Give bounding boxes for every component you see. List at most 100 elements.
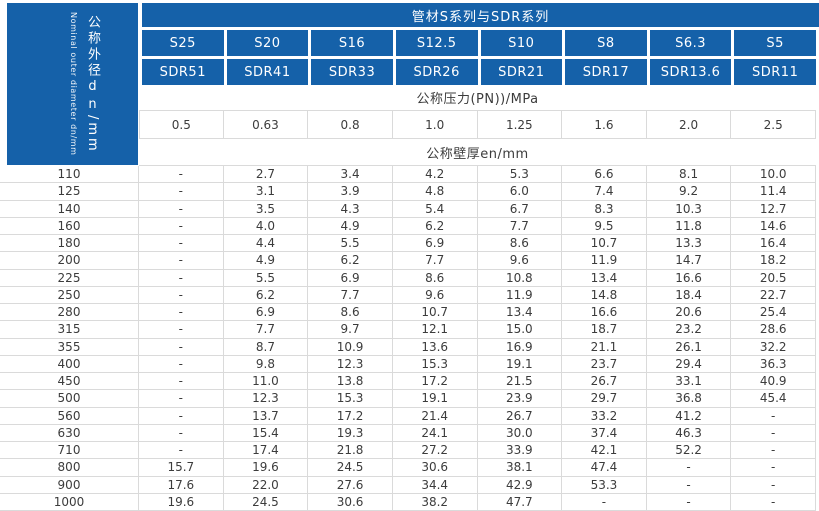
thickness-cell: 11.0 bbox=[223, 373, 309, 391]
thickness-cell: - bbox=[731, 493, 816, 511]
dn-cell: 400 bbox=[0, 355, 139, 373]
thickness-cell: 20.6 bbox=[646, 304, 732, 322]
thickness-cell: 19.1 bbox=[477, 355, 563, 373]
pressure-value-cell: 0.8 bbox=[308, 111, 393, 138]
s-series-cell: S25 bbox=[142, 30, 224, 56]
thickness-cell: 25.4 bbox=[731, 304, 816, 322]
thickness-table: 110-2.7 3.4 4.2 5.3 6.6 8.1 10.0 125-3.1 3.9 4.8 6… bbox=[0, 166, 816, 511]
dn-cell: 250 bbox=[0, 286, 139, 304]
thickness-cell: 8.6 bbox=[477, 235, 563, 253]
thickness-cell: - bbox=[731, 459, 816, 477]
thickness-cell: - bbox=[139, 321, 224, 339]
thickness-cell: 14.7 bbox=[646, 252, 732, 270]
thickness-cell: 27.6 bbox=[308, 476, 393, 494]
dn-cell: 125 bbox=[0, 183, 139, 201]
thickness-cell: 14.6 bbox=[731, 217, 816, 235]
thickness-cell: - bbox=[139, 269, 224, 287]
thickness-cell: 8.6 bbox=[308, 304, 393, 322]
thickness-cell: 8.7 bbox=[223, 338, 309, 356]
pressure-value-cell: 1.0 bbox=[393, 111, 478, 138]
thickness-cell: 7.4 bbox=[562, 183, 647, 201]
thickness-cell: 11.8 bbox=[646, 217, 732, 235]
sdr-series-cell: SDR26 bbox=[395, 59, 478, 85]
thickness-cell: 2.7 bbox=[223, 166, 309, 184]
dn-cell: 560 bbox=[0, 407, 139, 425]
dn-cell: 450 bbox=[0, 373, 139, 391]
thickness-cell: 13.6 bbox=[392, 338, 478, 356]
thickness-cell: - bbox=[139, 286, 224, 304]
thickness-cell: - bbox=[139, 390, 224, 408]
thickness-cell: 38.2 bbox=[392, 493, 478, 511]
nominal-pressure-label: 公称压力(PN))/MPa bbox=[139, 85, 816, 111]
thickness-cell: 8.1 bbox=[646, 166, 732, 184]
thickness-cell: 7.7 bbox=[308, 286, 393, 304]
nominal-thickness-label: 公称壁厚en/mm bbox=[139, 139, 816, 166]
dn-cell: 315 bbox=[0, 321, 139, 339]
thickness-cell: 21.4 bbox=[392, 407, 478, 425]
dn-cell: 710 bbox=[0, 442, 139, 460]
thickness-cell: 11.4 bbox=[731, 183, 816, 201]
thickness-cell: 21.1 bbox=[562, 338, 647, 356]
s-series-cell: S20 bbox=[226, 30, 309, 56]
thickness-cell: 37.4 bbox=[562, 424, 647, 442]
thickness-cell: 12.1 bbox=[392, 321, 478, 339]
thickness-cell: - bbox=[731, 442, 816, 460]
thickness-cell: 8.6 bbox=[392, 269, 478, 287]
thickness-cell: 40.9 bbox=[731, 373, 816, 391]
thickness-cell: 17.4 bbox=[223, 442, 309, 460]
thickness-cell: 12.3 bbox=[308, 355, 393, 373]
thickness-cell: 33.9 bbox=[477, 442, 563, 460]
thickness-cell: 28.6 bbox=[731, 321, 816, 339]
thickness-cell: - bbox=[646, 476, 732, 494]
thickness-cell: 21.5 bbox=[477, 373, 563, 391]
thickness-cell: - bbox=[562, 493, 647, 511]
thickness-cell: 36.8 bbox=[646, 390, 732, 408]
s-series-cell: S10 bbox=[480, 30, 563, 56]
thickness-cell: 7.7 bbox=[392, 252, 478, 270]
thickness-cell: 52.2 bbox=[646, 442, 732, 460]
dn-cell: 800 bbox=[0, 459, 139, 477]
thickness-cell: 30.6 bbox=[392, 459, 478, 477]
thickness-cell: 26.7 bbox=[477, 407, 563, 425]
thickness-cell: 18.7 bbox=[562, 321, 647, 339]
s-series-row: S25 S20 S16 S12.5 S10 S8 S6.3 S5 bbox=[142, 30, 816, 56]
sdr-series-cell: SDR17 bbox=[565, 59, 647, 85]
thickness-cell: 19.3 bbox=[308, 424, 393, 442]
thickness-cell: 24.1 bbox=[392, 424, 478, 442]
thickness-cell: 47.4 bbox=[562, 459, 647, 477]
thickness-cell: 34.4 bbox=[392, 476, 478, 494]
thickness-cell: 33.2 bbox=[562, 407, 647, 425]
thickness-cell: 9.2 bbox=[646, 183, 732, 201]
thickness-cell: 23.2 bbox=[646, 321, 732, 339]
dn-cell: 160 bbox=[0, 217, 139, 235]
pressure-value-cell: 0.63 bbox=[224, 111, 309, 138]
thickness-cell: 16.6 bbox=[562, 304, 647, 322]
thickness-cell: 8.3 bbox=[562, 200, 647, 218]
dn-cell: 110 bbox=[0, 166, 139, 184]
thickness-cell: 4.9 bbox=[223, 252, 309, 270]
thickness-cell: 10.3 bbox=[646, 200, 732, 218]
thickness-cell: 10.0 bbox=[731, 166, 816, 184]
thickness-cell: 4.8 bbox=[392, 183, 478, 201]
dn-label-cjk: 公称外径dn/mm bbox=[85, 14, 100, 154]
thickness-cell: 24.5 bbox=[308, 459, 393, 477]
thickness-cell: 6.9 bbox=[308, 269, 393, 287]
thickness-cell: 18.4 bbox=[646, 286, 732, 304]
thickness-cell: 26.7 bbox=[562, 373, 647, 391]
thickness-cell: 38.1 bbox=[477, 459, 563, 477]
dn-cell: 1000 bbox=[0, 493, 139, 511]
dn-header-panel: 公称外径dn/mm Nominal outer diameter dn/mm bbox=[7, 3, 138, 165]
thickness-cell: 14.8 bbox=[562, 286, 647, 304]
dn-cell: 225 bbox=[0, 269, 139, 287]
thickness-cell: 20.5 bbox=[731, 269, 816, 287]
thickness-cell: 3.4 bbox=[308, 166, 393, 184]
thickness-cell: - bbox=[139, 217, 224, 235]
thickness-cell: 29.4 bbox=[646, 355, 732, 373]
dn-header-label: 公称外径dn/mm Nominal outer diameter dn/mm bbox=[69, 12, 102, 156]
thickness-cell: 10.7 bbox=[392, 304, 478, 322]
thickness-cell: 53.3 bbox=[562, 476, 647, 494]
thickness-cell: 13.7 bbox=[223, 407, 309, 425]
s-series-cell: S8 bbox=[565, 30, 647, 56]
dn-cell: 280 bbox=[0, 304, 139, 322]
thickness-cell: 6.9 bbox=[223, 304, 309, 322]
